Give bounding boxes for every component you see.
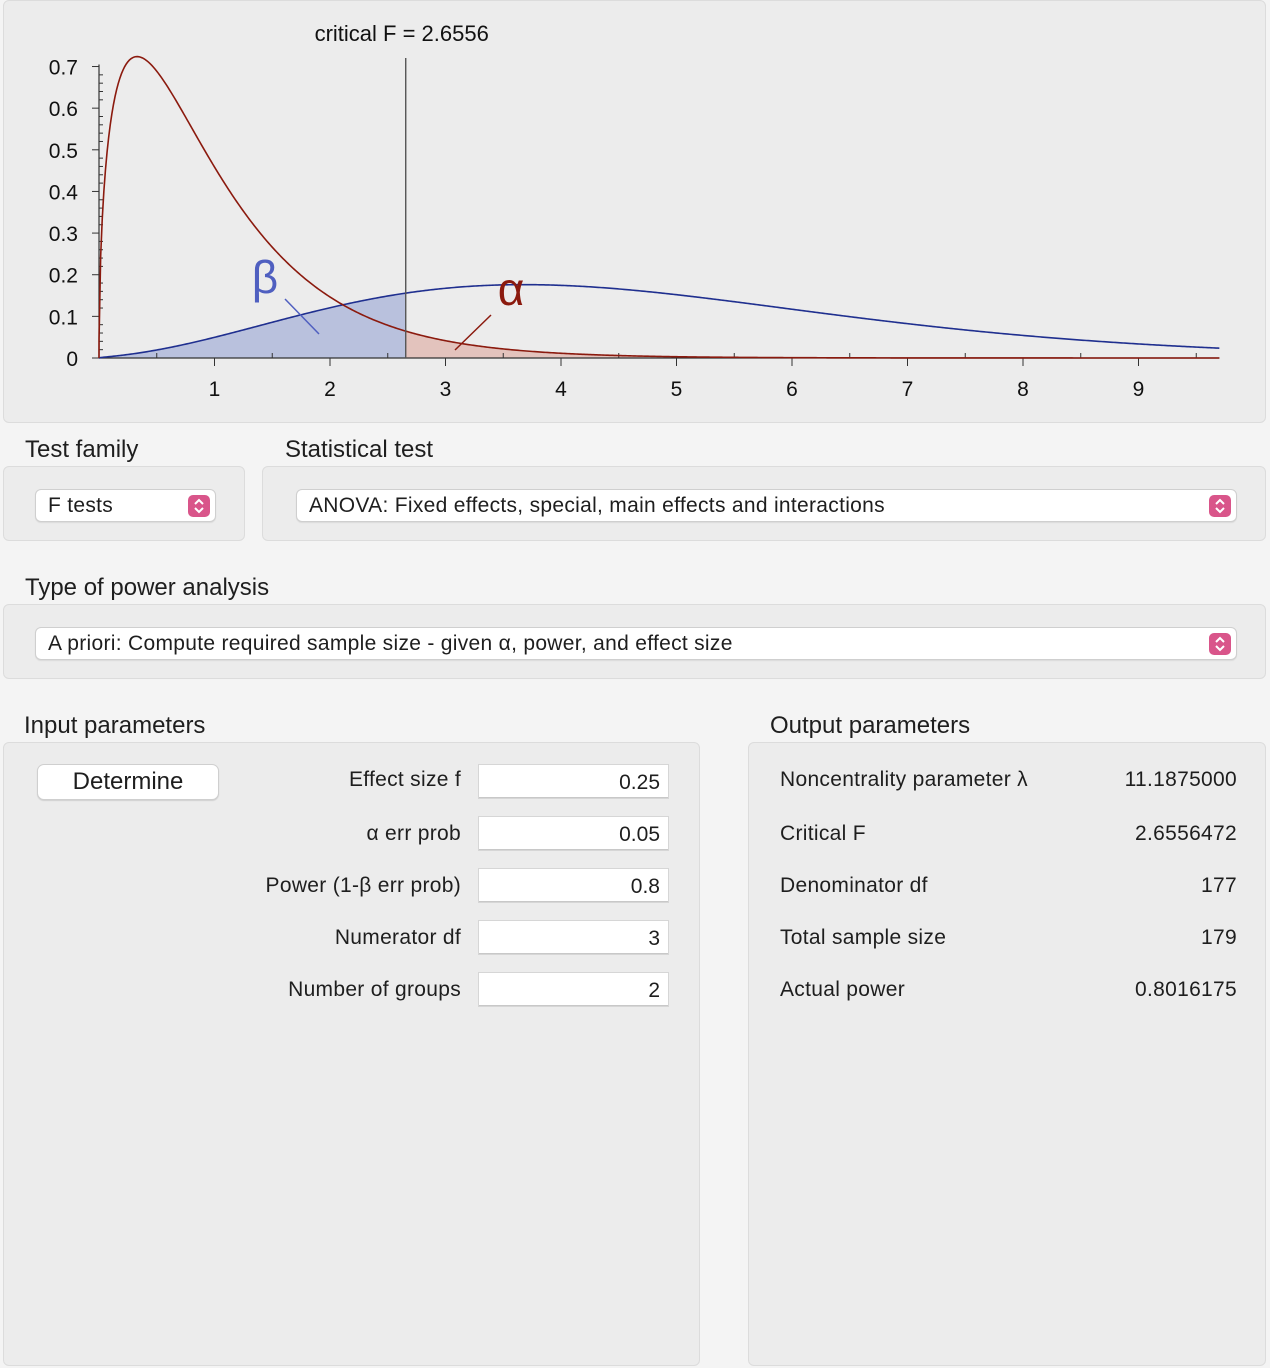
beta-area: [99, 293, 406, 358]
noncentral-f-curve: [98, 283, 1220, 359]
determine-button[interactable]: Determine: [37, 764, 219, 800]
x-tick-label: 5: [671, 378, 683, 401]
critical-f-label: critical F = 2.6556: [315, 21, 489, 46]
actual-power-value: 0.8016175: [1135, 978, 1237, 1001]
beta-symbol: β: [252, 251, 278, 303]
output-parameters-panel: [748, 742, 1266, 1366]
y-tick-label: 0.4: [49, 181, 79, 204]
critical-f-value: 2.6556472: [1135, 822, 1237, 845]
number-of-groups-label: Number of groups: [288, 978, 461, 1001]
statistical-test-heading: Statistical test: [285, 436, 434, 463]
total-sample-size-value: 179: [1201, 926, 1237, 949]
test-family-value: F tests: [48, 494, 114, 517]
y-tick-label: 0.5: [49, 140, 78, 163]
power-label: Power (1-β err prob): [265, 874, 461, 897]
y-tick-label: 0.7: [49, 57, 78, 80]
x-tick-label: 4: [555, 378, 567, 401]
chevron-updown-icon: [1209, 495, 1231, 517]
statistical-test-value: ANOVA: Fixed effects, special, main effe…: [309, 494, 885, 517]
chevron-updown-icon: [1209, 633, 1231, 655]
statistical-test-select[interactable]: ANOVA: Fixed effects, special, main effe…: [296, 489, 1237, 522]
x-tick-label: 1: [209, 378, 221, 401]
chevron-updown-icon: [188, 495, 210, 517]
actual-power-label: Actual power: [780, 978, 905, 1001]
x-tick-label: 9: [1133, 378, 1145, 401]
power-analysis-heading: Type of power analysis: [25, 574, 270, 601]
input-parameters-heading: Input parameters: [24, 712, 206, 739]
effect-size-label: Effect size f: [348, 768, 461, 791]
numerator-df-field[interactable]: 3: [478, 920, 669, 955]
central-f-curve: [98, 55, 1220, 359]
test-family-heading: Test family: [25, 436, 139, 463]
y-tick-label: 0.1: [49, 306, 78, 329]
denominator-df-label: Denominator df: [780, 874, 928, 897]
power-analysis-value: A priori: Compute required sample size -…: [48, 632, 733, 655]
output-parameters-heading: Output parameters: [770, 712, 971, 739]
power-analysis-select[interactable]: A priori: Compute required sample size -…: [35, 627, 1237, 660]
critical-f-label: Critical F: [780, 822, 866, 845]
distribution-plot-panel: 0 0.1 0.2 0.3 0.4 0.5 0.6 0.7 1 2 3 4 5 6 7 8 9 critical …: [3, 0, 1266, 423]
alpha-pointer: [454, 314, 492, 351]
alpha-err-field[interactable]: 0.05: [478, 816, 669, 851]
number-of-groups-field[interactable]: 2: [478, 972, 669, 1007]
x-tick-label: 8: [1017, 378, 1029, 401]
power-field[interactable]: 0.8: [478, 868, 669, 903]
alpha-area: [405, 331, 1220, 358]
y-tick-label: 0.3: [49, 223, 78, 246]
x-tick-label: 7: [902, 378, 914, 401]
numerator-df-label: Numerator df: [334, 926, 461, 949]
y-tick-label: 0.6: [49, 98, 78, 121]
effect-size-field[interactable]: 0.25: [478, 764, 669, 799]
x-tick-label: 3: [440, 378, 452, 401]
noncentrality-label: Noncentrality parameter λ: [780, 768, 1028, 791]
denominator-df-value: 177: [1201, 874, 1237, 897]
y-tick-label: 0.2: [49, 265, 78, 288]
noncentrality-value: 11.1875000: [1124, 768, 1237, 791]
x-tick-label: 6: [786, 378, 798, 401]
test-family-select[interactable]: F tests: [35, 489, 216, 522]
alpha-symbol: α: [498, 263, 525, 315]
beta-pointer: [284, 298, 320, 335]
total-sample-size-label: Total sample size: [780, 926, 947, 949]
y-tick-label: 0: [66, 348, 78, 371]
alpha-err-label: α err prob: [366, 822, 461, 845]
x-tick-label: 2: [324, 378, 336, 401]
distribution-plot: 0 0.1 0.2 0.3 0.4 0.5 0.6 0.7 1 2 3 4 5 6 7 8 9 critical …: [49, 21, 1220, 401]
